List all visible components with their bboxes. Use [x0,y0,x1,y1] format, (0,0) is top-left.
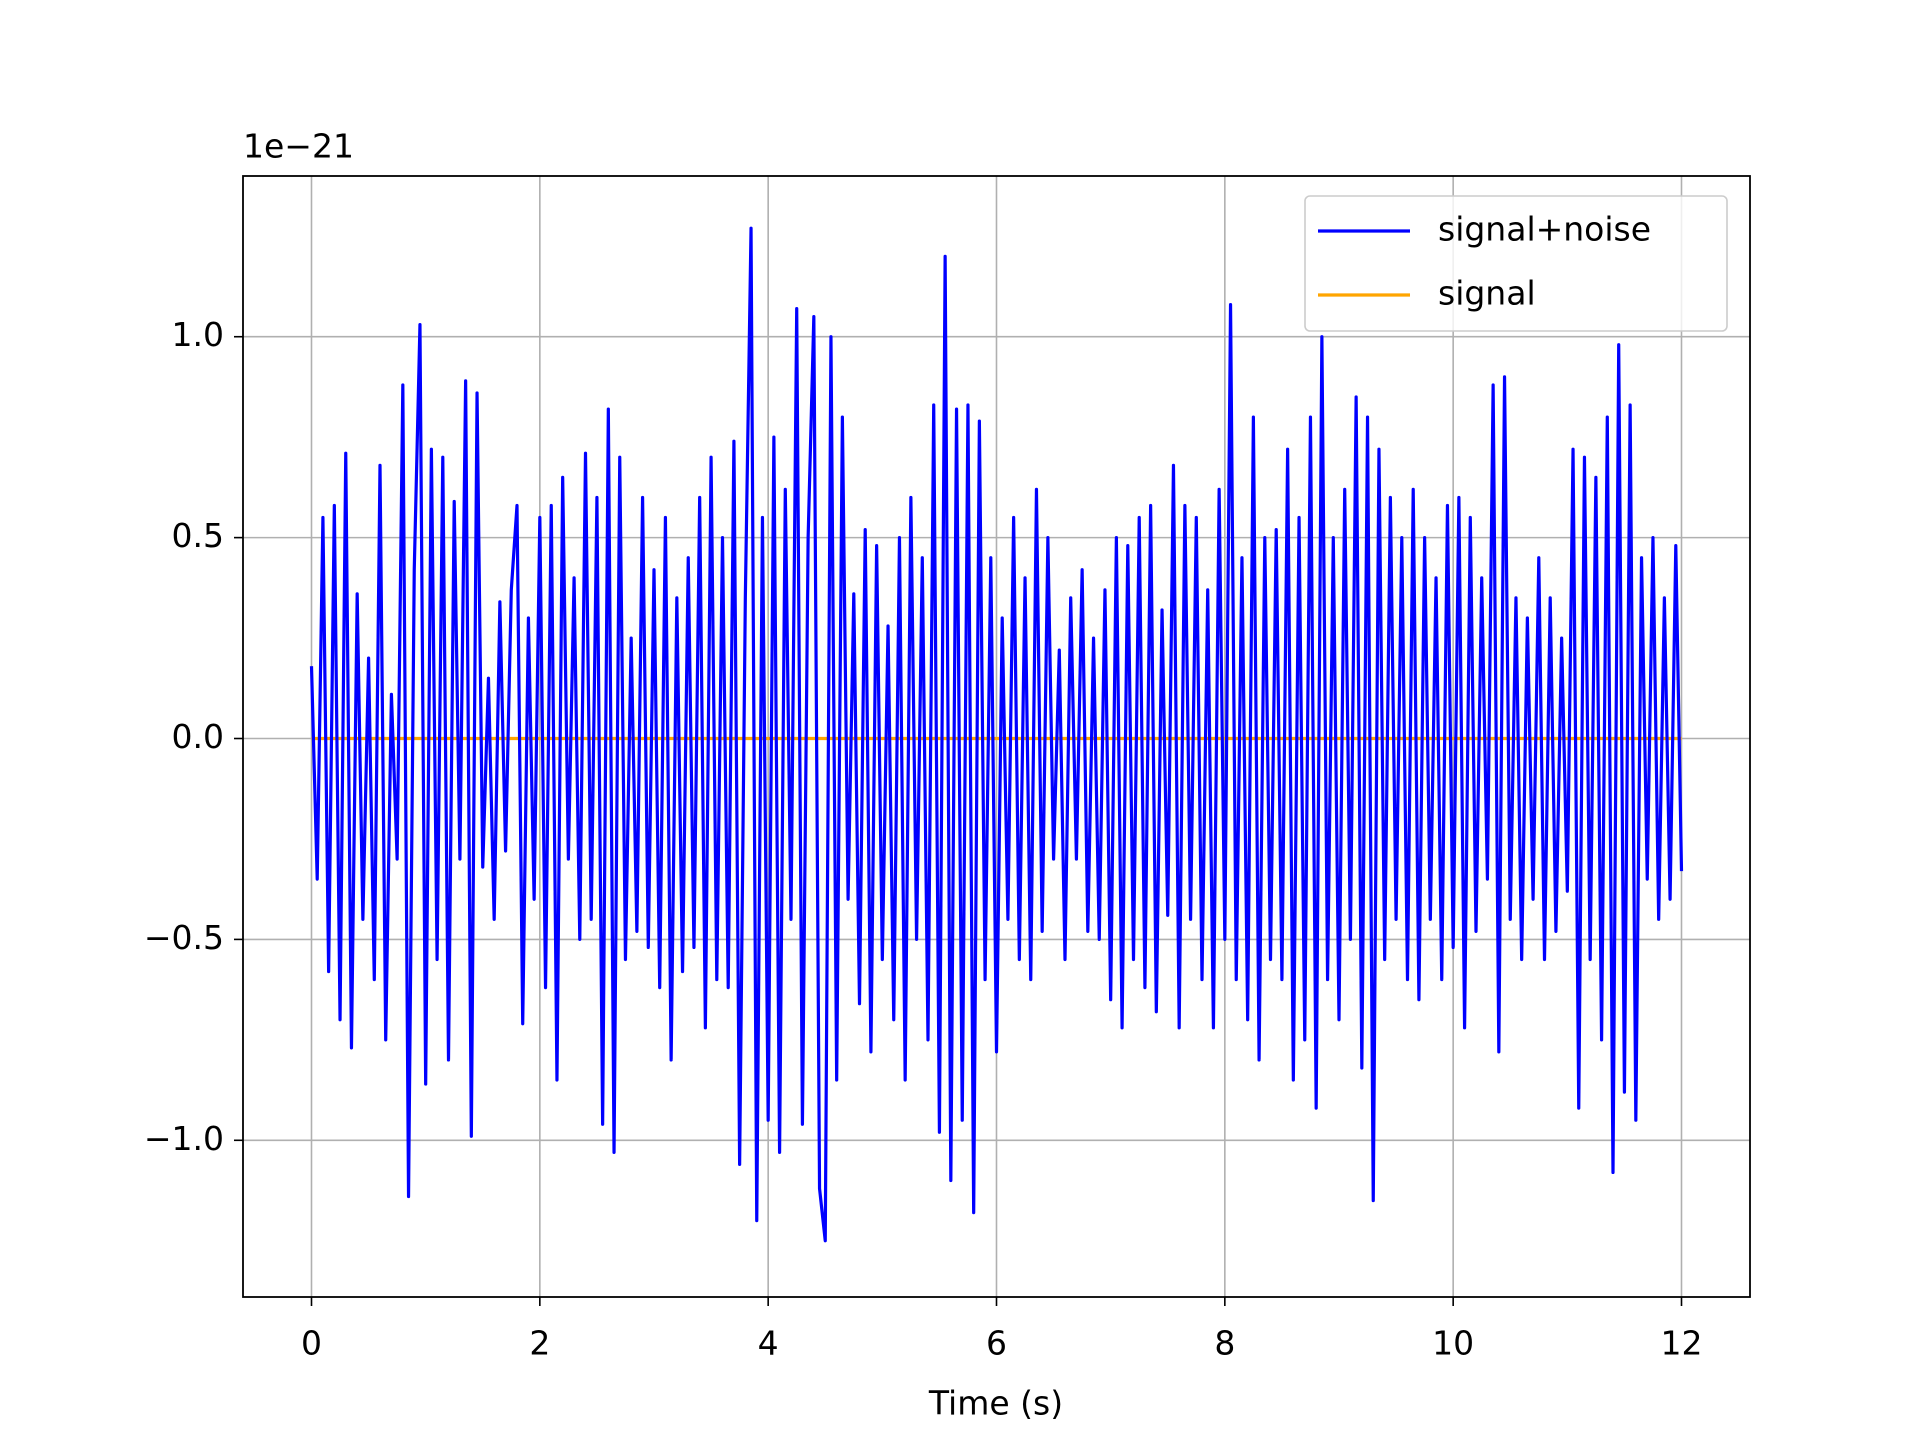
x-tick-label: 8 [1214,1324,1235,1363]
x-tick-label: 12 [1661,1324,1703,1363]
x-tick-label: 2 [529,1324,550,1363]
legend-label: signal+noise [1438,210,1651,249]
series-line [309,226,1684,1243]
plot-frame [242,175,1751,1298]
x-tick-label: 6 [986,1324,1007,1363]
y-tick-label: 1.0 [172,315,224,354]
y-tick-label: 0.0 [172,717,224,756]
legend-label: signal [1438,274,1536,313]
y-offset-label: 1e−21 [243,127,354,166]
x-tick-label: 4 [758,1324,779,1363]
y-tick-label: −1.0 [144,1119,224,1158]
y-tick-label: −0.5 [144,918,224,957]
legend-box [1304,195,1728,332]
x-axis-label: Time (s) [928,1384,1063,1423]
y-tick-label: 0.5 [172,516,224,555]
x-tick-label: 10 [1432,1324,1474,1363]
x-tick-label: 0 [301,1324,322,1363]
